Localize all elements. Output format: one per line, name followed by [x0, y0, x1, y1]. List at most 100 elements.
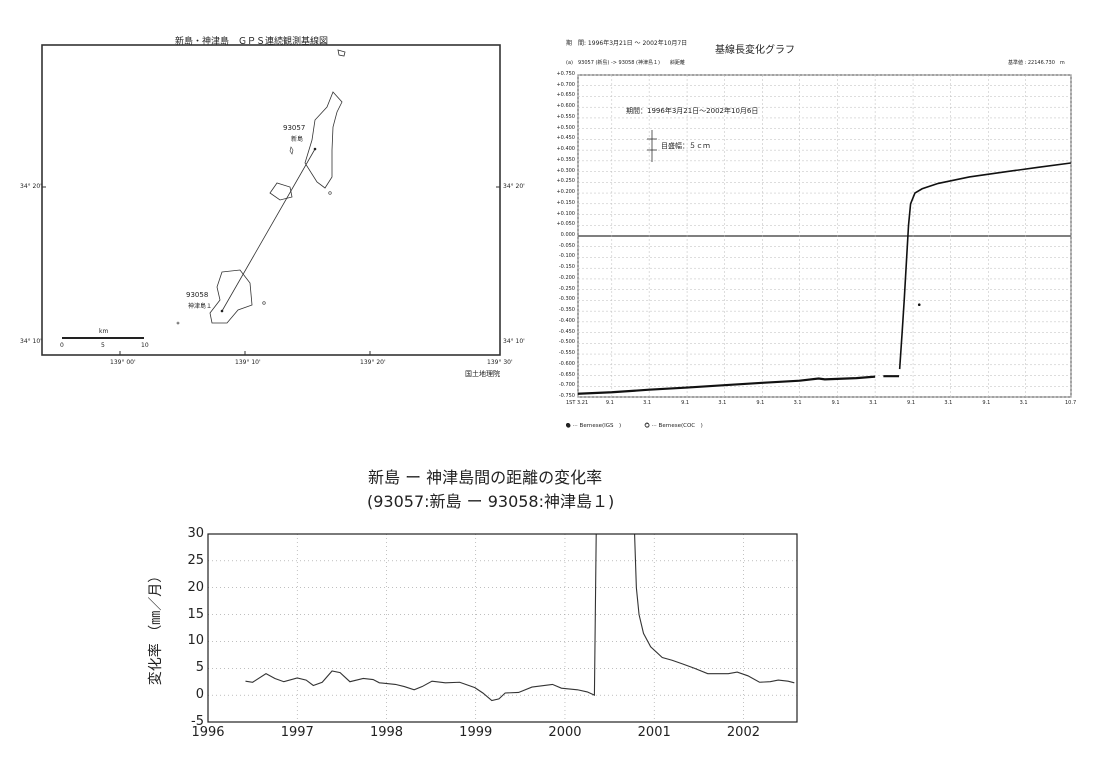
- x-tick-label: 3.1: [718, 400, 727, 406]
- station-marker-93058: [220, 309, 224, 313]
- map-frame: [41, 44, 501, 356]
- station-id-north: 93057: [283, 124, 306, 132]
- x-tick-label: 9.1: [907, 400, 915, 406]
- chart-subheader: (a) 93057 (新島) -> 93058 (神津島１) 斜距離: [566, 60, 685, 66]
- y-tick-label: -5: [191, 714, 204, 729]
- y-tick-label: +0.100: [556, 210, 575, 217]
- scale-tick: 5: [101, 342, 105, 349]
- data-point-outlier: [917, 303, 921, 306]
- small-island: [337, 49, 346, 57]
- y-tick-label: +0.750: [556, 71, 575, 77]
- y-tick-label: +0.150: [556, 199, 575, 206]
- y-tick-label: 0: [195, 687, 204, 703]
- x-tick-label: 9.1: [681, 400, 690, 406]
- x-tick-label: 1996: [191, 725, 225, 740]
- y-tick-label: +0.550: [556, 113, 575, 120]
- lon-label: 139° 30': [487, 359, 513, 366]
- series-line-ics: [898, 162, 1071, 370]
- y-axis-label: 変化率 （㎜／月）: [148, 568, 164, 686]
- y-tick-label: -0.200: [558, 274, 575, 281]
- x-tick-label: 3.1: [643, 400, 652, 406]
- islet: [328, 191, 332, 195]
- station-id-south: 93058: [186, 291, 209, 299]
- series-line-ics: [577, 375, 876, 395]
- baseline-line: [221, 148, 316, 312]
- series-line: [245, 534, 597, 702]
- plot-frame: [577, 74, 1072, 398]
- x-tick-label: 9.1: [982, 400, 991, 406]
- x-tick-label: 3.1: [944, 400, 953, 406]
- y-tick-label: 5: [195, 660, 204, 676]
- x-tick-label: 10.7: [1065, 400, 1077, 406]
- y-tick-label: +0.500: [556, 124, 575, 131]
- y-tick-label: -0.550: [558, 350, 575, 357]
- x-tick-label: 3.1: [793, 400, 802, 406]
- shikinejima-outline: [269, 182, 293, 201]
- station-name-south: 神津島１: [188, 303, 213, 310]
- y-tick-label: -0.400: [558, 317, 575, 324]
- map-title: 新島・神津島 ＧＰＳ連続観測基線図: [172, 34, 332, 47]
- x-tick-label: 1997: [280, 725, 314, 740]
- x-tick-label: 2001: [637, 725, 671, 740]
- scale-unit: km: [99, 328, 109, 335]
- annotation-scale: 目盛幅：５ｃｍ: [661, 142, 710, 150]
- y-tick-label: +0.200: [556, 189, 575, 196]
- x-tick-label: 1999: [459, 725, 493, 740]
- y-tick-label: +0.350: [556, 156, 575, 163]
- y-tick-label: -0.450: [558, 328, 575, 335]
- x-tick-label: 2000: [548, 725, 582, 740]
- lat-label-right-20: 34° 20': [503, 183, 525, 190]
- x-tick-label: 3.1: [869, 400, 878, 406]
- y-tick-label: +0.050: [556, 221, 575, 228]
- y-tick-label: -0.600: [558, 360, 575, 367]
- chart-header-period: 期 間: 1996年3月21日 ～ 2002年10月7日: [566, 40, 688, 47]
- y-tick-label: +0.650: [556, 92, 575, 99]
- x-tick-label: 1ST 3.21: [566, 400, 589, 406]
- kozushima-outline: [209, 269, 253, 324]
- lat-label-left-20: 34° 20': [20, 183, 42, 190]
- y-tick-label: +0.300: [556, 167, 575, 174]
- x-tick-label: 9.1: [605, 400, 614, 406]
- y-tick-label: 20: [187, 579, 204, 595]
- y-tick-label: -0.150: [558, 264, 575, 271]
- plot-frame: [207, 533, 798, 723]
- x-tick-label: 9.1: [831, 400, 840, 406]
- y-tick-label: +0.700: [556, 81, 575, 88]
- chart-subtitle: (93057:新島 ー 93058:神津島１): [367, 492, 615, 511]
- x-tick-label: 1998: [369, 725, 404, 740]
- scale-tick: 10: [141, 342, 149, 349]
- map-credit: 国土地理院: [465, 370, 500, 378]
- y-tick-label: 15: [187, 606, 204, 622]
- y-tick-label: -0.300: [558, 296, 575, 303]
- lon-label: 139° 00': [110, 359, 136, 366]
- lat-label-left-10: 34° 10': [20, 338, 42, 345]
- y-tick-label: 0.000: [560, 232, 575, 238]
- y-tick-label: 25: [187, 552, 204, 568]
- x-tick-label: 9.1: [756, 400, 765, 406]
- islet: [262, 301, 266, 305]
- annotation-period: 期間：1996年3月21日～2002年10月6日: [626, 107, 759, 115]
- series-line: [634, 534, 795, 684]
- station-marker-93057: [313, 147, 317, 151]
- legend-coc: ○ ··· Bernese(COC ): [645, 423, 703, 429]
- lat-label-right-10: 34° 10': [503, 338, 525, 345]
- y-tick-label: 30: [187, 526, 204, 541]
- y-tick-label: -0.650: [558, 371, 575, 378]
- y-tick-label: -0.350: [558, 307, 575, 314]
- islet: [176, 321, 180, 325]
- scale-tick: 0: [60, 342, 64, 349]
- y-tick-label: +0.250: [556, 178, 575, 185]
- y-tick-label: -0.050: [558, 242, 575, 249]
- y-tick-label: +0.400: [556, 146, 575, 153]
- chart-title: 新島 ー 神津島間の距離の変化率: [368, 468, 603, 487]
- legend-ics: ● ··· Bernese(IGS ): [566, 423, 622, 429]
- y-tick-label: +0.600: [556, 103, 575, 110]
- y-tick-label: -0.700: [558, 382, 575, 389]
- lon-label: 139° 10': [235, 359, 261, 366]
- x-tick-label: 3.1: [1019, 400, 1028, 406]
- y-tick-label: -0.750: [558, 393, 575, 399]
- niijima-outline: [304, 91, 343, 189]
